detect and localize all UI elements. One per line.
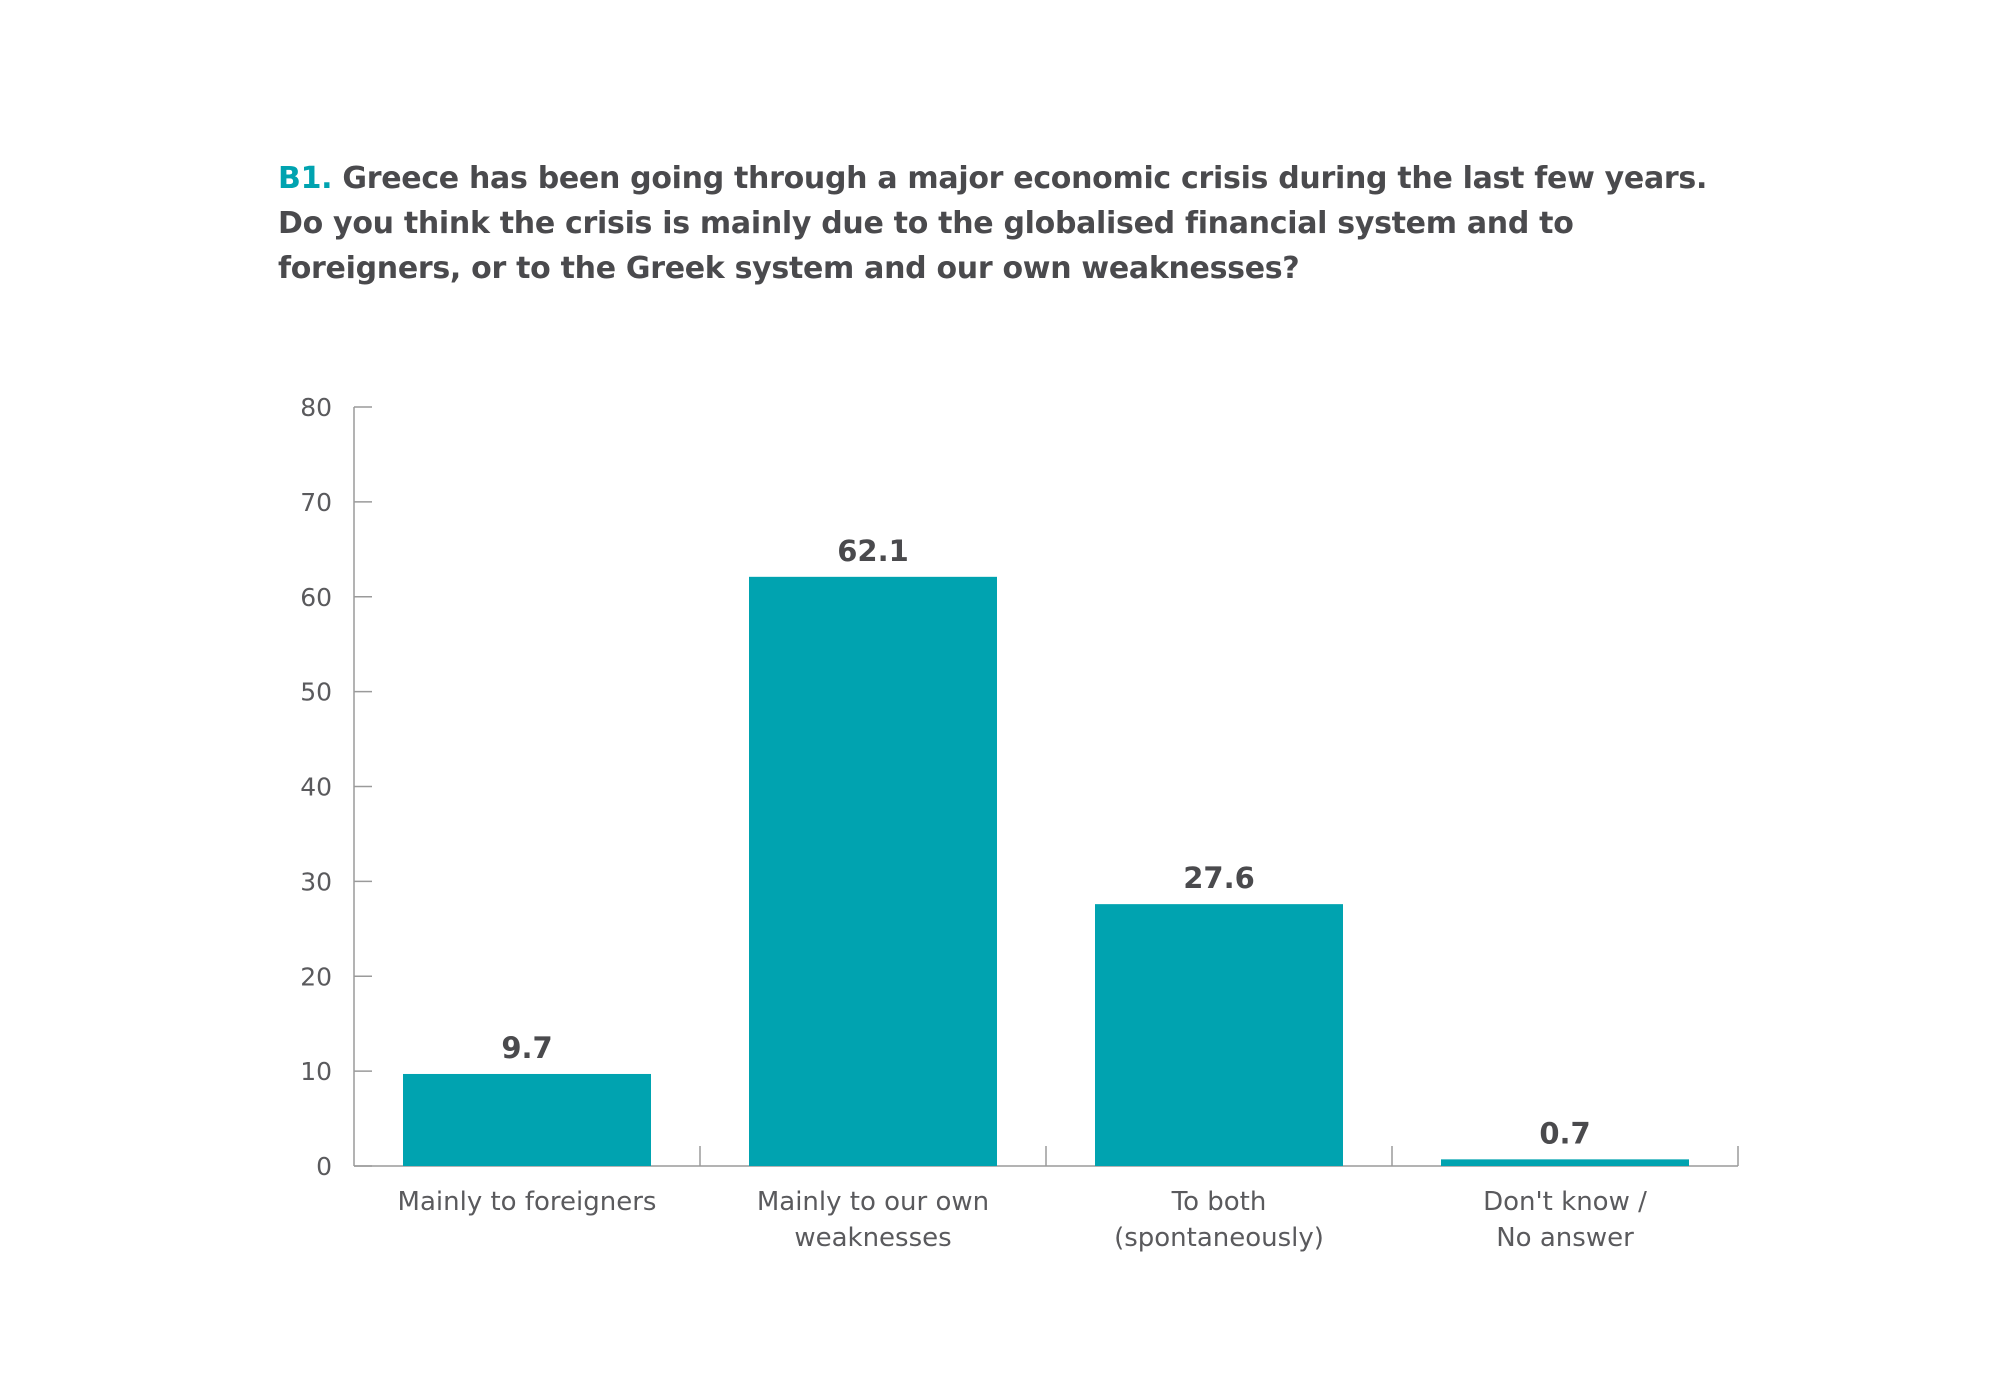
question-text: Greece has been going through a major ec…	[278, 161, 1708, 286]
question-id: B1.	[278, 161, 333, 196]
x-tick-label: Mainly to foreigners	[398, 1187, 657, 1217]
y-tick-label: 50	[300, 678, 332, 707]
data-label: 9.7	[501, 1031, 552, 1065]
y-tick-label: 80	[300, 393, 332, 422]
y-tick-label: 60	[300, 583, 332, 612]
x-tick-label: No answer	[1496, 1223, 1634, 1253]
x-tick-label: Mainly to our own	[757, 1187, 989, 1217]
chart-question: B1. Greece has been going through a majo…	[278, 156, 1758, 291]
y-tick-label: 20	[300, 962, 332, 991]
bar	[1095, 904, 1343, 1166]
data-label: 0.7	[1539, 1116, 1590, 1150]
y-tick-label: 30	[300, 867, 332, 896]
bar	[749, 576, 997, 1166]
value-labels: 9.7 62.1 27.6 0.7	[501, 534, 1590, 1151]
y-tick-label: 0	[316, 1152, 332, 1181]
y-tick-label: 40	[300, 773, 332, 802]
bar	[403, 1073, 651, 1166]
data-label: 27.6	[1183, 861, 1255, 895]
x-tick-label: (spontaneously)	[1114, 1223, 1324, 1253]
bars	[403, 576, 1689, 1166]
y-axis: 0 10 20 30 40 50 60 70 80	[300, 393, 372, 1181]
y-tick-label: 10	[300, 1057, 332, 1086]
x-tick-label: Don't know /	[1483, 1187, 1647, 1217]
y-tick-label: 70	[300, 488, 332, 517]
x-tick-label: To both	[1171, 1187, 1267, 1217]
x-tick-label: weaknesses	[794, 1223, 951, 1253]
category-labels: Mainly to foreigners Mainly to our own wea…	[398, 1187, 1648, 1253]
bar	[1441, 1159, 1689, 1166]
data-label: 62.1	[837, 534, 909, 568]
